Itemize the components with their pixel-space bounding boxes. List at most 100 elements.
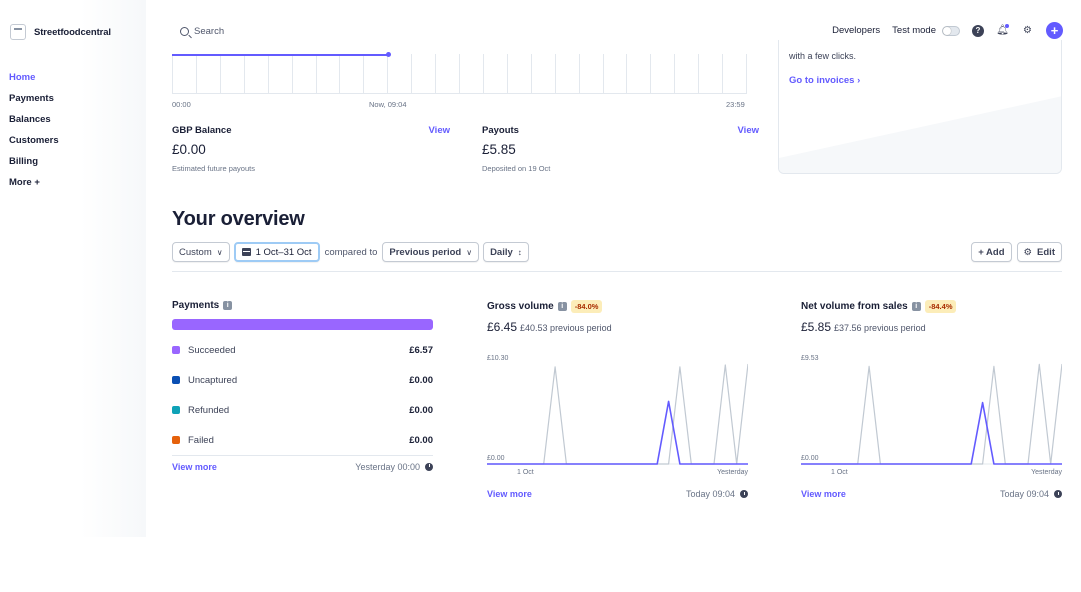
payouts-title: Payouts [482, 125, 519, 136]
chevron-down-icon: ∨ [216, 247, 223, 257]
bell-icon[interactable]: 🔔︎ [996, 24, 1009, 36]
net-volume-value: £5.85 [801, 320, 832, 334]
gross-volume-updated-time: Today 09:04 [686, 489, 748, 499]
info-icon[interactable]: i [223, 301, 233, 310]
today-grid-line [363, 54, 365, 94]
y-max-label: £10.30 [487, 355, 509, 362]
today-grid-line [243, 54, 245, 94]
today-grid-line [722, 54, 724, 94]
sidebar-item-home[interactable]: Home [9, 72, 36, 83]
y-max-label: £9.53 [801, 355, 819, 362]
gross-volume-view-more-link[interactable]: View more [487, 489, 532, 499]
net-volume-value-row: £5.85 £37.56 previous period [801, 320, 1062, 334]
date-range-label: 1 Oct–31 Oct [255, 246, 312, 258]
previous-period-line [487, 363, 748, 465]
account-name: Streetfoodcentral [34, 26, 111, 38]
today-grid-line [530, 54, 532, 94]
overview-actions: + Add ⚙︎ Edit [971, 242, 1062, 262]
today-grid-line [219, 54, 221, 94]
add-widget-button[interactable]: + Add [971, 242, 1012, 262]
sidebar: Streetfoodcentral Home Payments Balances… [0, 0, 146, 537]
today-grid-line [698, 54, 700, 94]
today-grid-line [506, 54, 508, 94]
payouts-note: Deposited on 19 Oct [482, 164, 551, 173]
go-to-invoices-label: Go to invoices [789, 75, 855, 86]
payment-status-row-uncaptured[interactable]: Uncaptured £0.00 [172, 365, 433, 395]
net-volume-title: Net volume from sales [801, 301, 908, 312]
developers-link[interactable]: Developers [832, 25, 881, 36]
net-volume-previous: £37.56 previous period [834, 323, 926, 333]
topbar-actions: Developers Test mode ? 🔔︎ ⚙︎ + [832, 22, 1063, 39]
interval-select[interactable]: Daily ↕ [483, 242, 529, 262]
today-chart-grid [172, 54, 747, 94]
invoice-promo-card: with a few clicks. Go to invoices › [778, 40, 1062, 174]
sidebar-item-payments[interactable]: Payments [9, 93, 54, 104]
clock-icon [425, 462, 433, 471]
toggle-switch[interactable] [942, 25, 960, 36]
gbp-balance-title: GBP Balance [172, 125, 232, 136]
account-switcher[interactable]: Streetfoodcentral [10, 24, 111, 40]
help-icon[interactable]: ? [972, 24, 984, 37]
sidebar-item-billing[interactable]: Billing [9, 156, 39, 167]
calendar-icon [241, 248, 251, 256]
payments-view-more-link[interactable]: View more [172, 461, 217, 472]
info-icon[interactable]: i [911, 302, 921, 311]
net-volume-chart[interactable]: £9.53 £0.00 1 Oct Yesterday [801, 352, 1062, 480]
net-volume-panel: Net volume from sales i -84.4% £5.85 £37.… [801, 300, 1062, 499]
overview-divider [172, 271, 1062, 272]
payouts-view-link[interactable]: View [737, 125, 759, 136]
info-icon[interactable]: i [557, 302, 567, 311]
payouts-card: Payouts View £5.85 Deposited on 19 Oct [482, 125, 759, 173]
succeeded-label: Succeeded [188, 344, 236, 356]
refunded-label: Refunded [188, 404, 230, 416]
x-end-label: Yesterday [1031, 469, 1062, 476]
store-icon [10, 24, 26, 40]
date-range-picker[interactable]: 1 Oct–31 Oct [233, 242, 320, 262]
today-grid-line [578, 54, 580, 94]
net-volume-change-badge: -84.4% [924, 300, 957, 313]
gear-icon[interactable]: ⚙︎ [1023, 25, 1032, 36]
edit-overview-button[interactable]: ⚙︎ Edit [1016, 242, 1062, 262]
gross-volume-footer: View more Today 09:04 [487, 489, 748, 499]
today-chart [172, 50, 747, 100]
current-period-line [487, 400, 748, 465]
y-min-label: £0.00 [801, 455, 819, 462]
add-label: + Add [978, 246, 1005, 258]
today-grid-line [650, 54, 652, 94]
invoice-card-background [779, 96, 1061, 173]
payment-status-row-failed[interactable]: Failed £0.00 [172, 425, 433, 455]
gross-volume-title: Gross volume [487, 301, 554, 312]
today-grid-line [411, 54, 413, 94]
current-period-line [801, 401, 1062, 465]
interval-label: Daily [490, 246, 513, 258]
sidebar-item-customers[interactable]: Customers [9, 135, 59, 146]
clock-icon [1054, 490, 1062, 498]
gear-icon: ⚙︎ [1023, 246, 1033, 258]
comparison-select[interactable]: Previous period ∨ [382, 242, 480, 262]
overview-filters: Custom ∨ 1 Oct–31 Oct compared to Previo… [172, 242, 529, 262]
y-min-label: £0.00 [487, 455, 505, 462]
today-grid-line [482, 54, 484, 94]
test-mode-toggle[interactable]: Test mode [892, 25, 960, 36]
sidebar-nav: Home Payments Balances Customers Billing… [9, 72, 59, 198]
net-volume-view-more-link[interactable]: View more [801, 489, 846, 499]
go-to-invoices-link[interactable]: Go to invoices › [789, 75, 860, 86]
sidebar-item-balances[interactable]: Balances [9, 114, 51, 125]
payment-status-row-refunded[interactable]: Refunded £0.00 [172, 395, 433, 425]
search-input[interactable]: Search [180, 26, 224, 37]
payment-status-row-succeeded[interactable]: Succeeded £6.57 [172, 335, 433, 365]
today-grid-line [195, 54, 197, 94]
plus-icon[interactable]: + [1046, 22, 1063, 39]
comparison-label: Previous period [389, 246, 462, 258]
today-grid-line [626, 54, 628, 94]
range-type-select[interactable]: Custom ∨ [172, 242, 230, 262]
today-start-label: 00:00 [172, 100, 191, 109]
gbp-balance-view-link[interactable]: View [428, 125, 450, 136]
gross-volume-previous: £40.53 previous period [520, 323, 612, 333]
sidebar-item-more[interactable]: More + [9, 177, 40, 188]
failed-label: Failed [188, 434, 214, 446]
today-grid-line [267, 54, 269, 94]
gross-volume-chart[interactable]: £10.30 £0.00 1 Oct Yesterday [487, 352, 748, 480]
range-type-label: Custom [179, 246, 212, 258]
gross-volume-value: £6.45 [487, 320, 518, 334]
